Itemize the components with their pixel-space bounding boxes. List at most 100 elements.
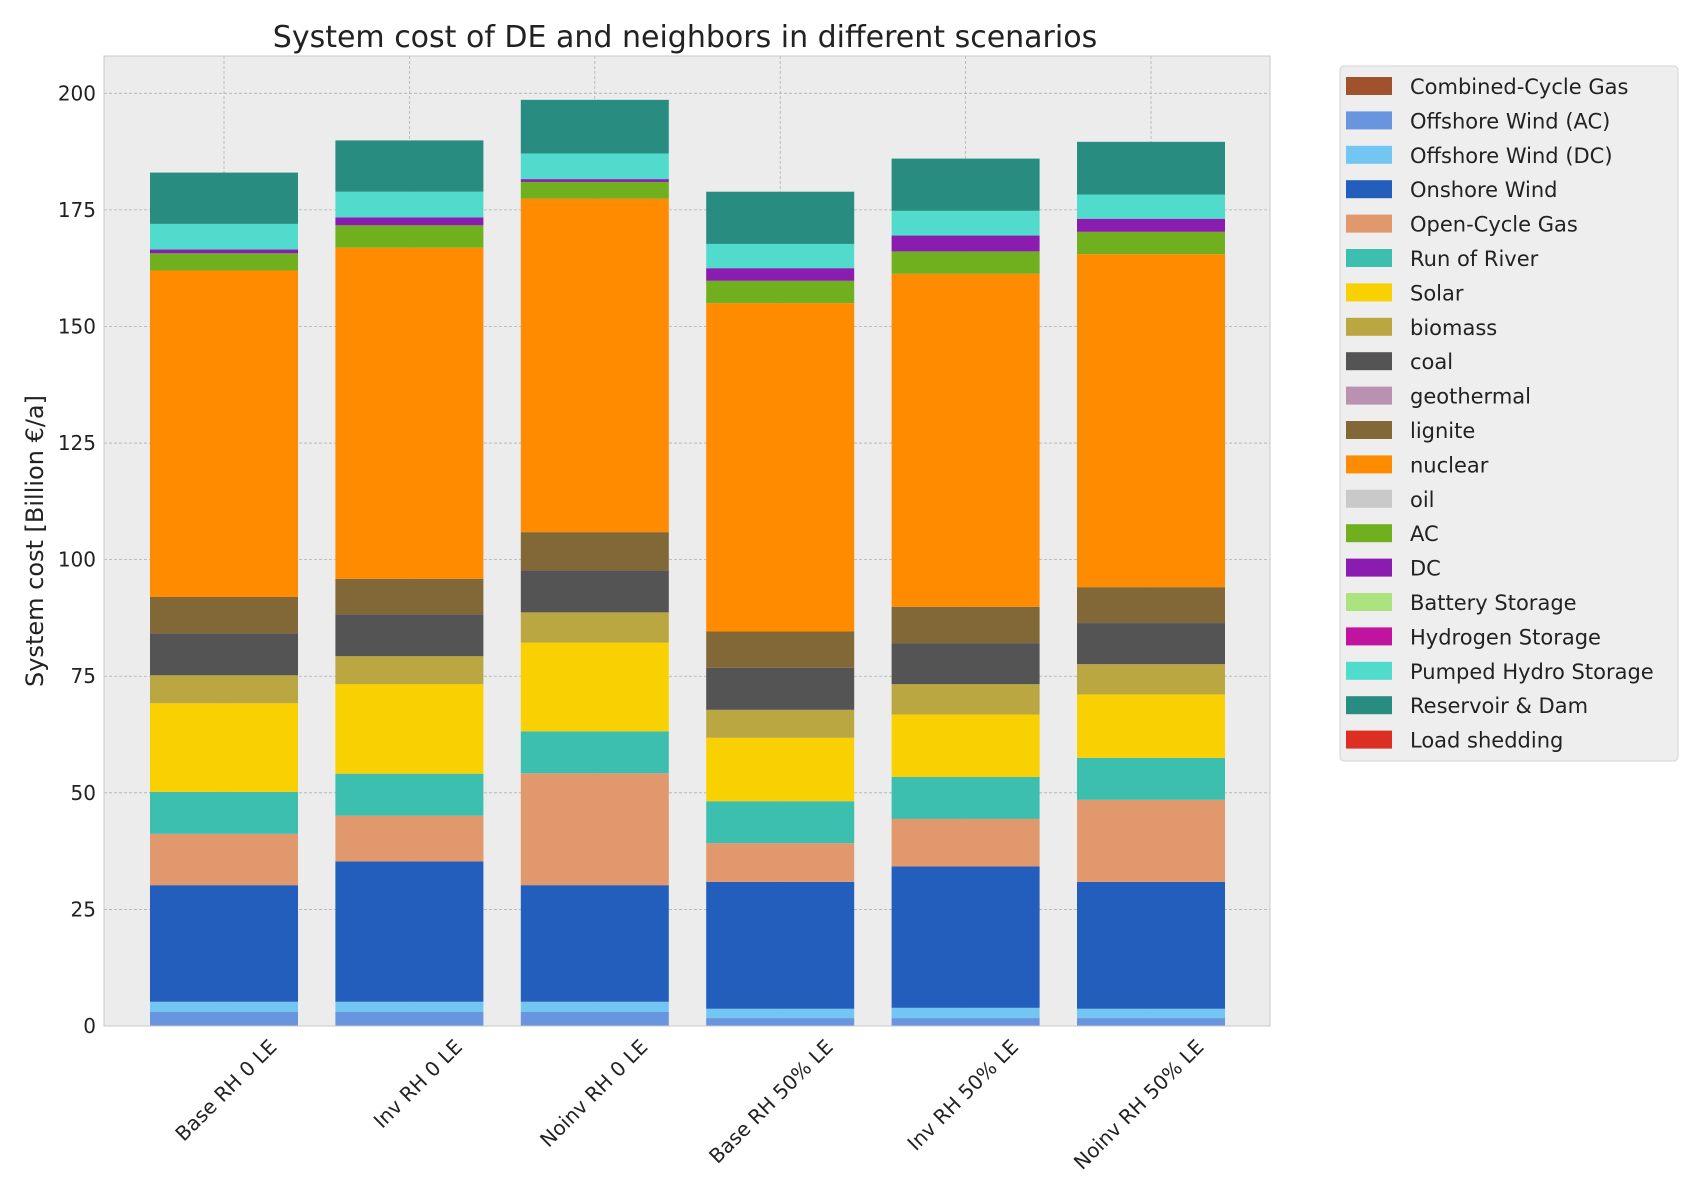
bar-segment: Open-Cycle Gas: 8.3 xyxy=(706,843,855,882)
x-axis-ticks: Base RH 0 LE Inv RH 0 LE Noinv RH 0 LE Base… xyxy=(170,1035,1208,1175)
bar-segment: Solar: 19 xyxy=(520,642,669,732)
bar-segment: Offshore Wind (AC): 1.7 xyxy=(1077,1018,1225,1026)
x-tick-label: Base RH 0 LE xyxy=(170,1035,281,1146)
bar-segment: DC: 0.6 xyxy=(520,179,669,182)
legend-swatch xyxy=(1346,352,1392,371)
x-tick-label: Noinv RH 0 LE xyxy=(535,1035,652,1152)
bar-segment: coal: 9 xyxy=(520,570,669,613)
legend-swatch xyxy=(1346,730,1392,749)
bar-segment: coal: 8.8 xyxy=(891,643,1040,685)
bar-segment: biomass: 6 xyxy=(150,675,298,704)
legend-label: Run of River xyxy=(1410,247,1539,271)
bar-segment: lignite: 7.8 xyxy=(150,596,298,634)
bar-segment: Open-Cycle Gas: 24 xyxy=(520,773,669,886)
legend-label: DC xyxy=(1410,557,1441,581)
bar-segment: coal: 9 xyxy=(335,614,484,657)
bar-segment: Open-Cycle Gas: 10.2 xyxy=(891,818,1040,867)
bar-segment: Offshore Wind (AC): 1.7 xyxy=(706,1018,855,1026)
bar-segment: lignite: 8.2 xyxy=(520,532,669,571)
bar-segment: Run of River: 9 xyxy=(335,773,484,816)
bar-segment: lignite: 7.7 xyxy=(1077,587,1225,624)
legend-swatch xyxy=(1346,111,1392,130)
legend-label: Offshore Wind (DC) xyxy=(1410,144,1613,168)
bar-segment: nuclear: 71.4 xyxy=(891,273,1040,607)
bar-segment: nuclear: 70 xyxy=(150,270,298,597)
plot-background xyxy=(104,56,1270,1026)
y-axis-label: System cost [Billion €/a] xyxy=(21,395,49,687)
legend-label: Offshore Wind (AC) xyxy=(1410,109,1610,133)
x-tick-label: Base RH 50% LE xyxy=(704,1035,838,1169)
bar-segment: Offshore Wind (DC): 2.2 xyxy=(891,1007,1040,1019)
bar-segment: Pumped Hydro Storage: 5.5 xyxy=(150,223,298,250)
bar-segment: lignite: 7.8 xyxy=(891,606,1040,644)
legend-swatch xyxy=(1346,455,1392,474)
bar-segment: Solar: 13.4 xyxy=(891,714,1040,777)
bar-segment: Reservoir & Dam: 11.2 xyxy=(891,158,1040,211)
bar-segment: Offshore Wind (AC): 3 xyxy=(150,1012,298,1026)
legend-label: Battery Storage xyxy=(1410,591,1577,615)
legend-label: Solar xyxy=(1410,281,1464,305)
y-tick-label: 100 xyxy=(58,548,96,572)
y-axis-ticks: 0 25 50 75 100 125 150 175 200 xyxy=(58,81,96,1038)
bar-segment: Offshore Wind (AC): 3 xyxy=(335,1012,484,1026)
legend-label: geothermal xyxy=(1410,385,1531,409)
bar-segment: Run of River: 9 xyxy=(706,801,855,844)
bar-segment: coal: 9 xyxy=(706,667,855,710)
bar-segment: Open-Cycle Gas: 17.6 xyxy=(1077,799,1225,882)
y-tick-label: 75 xyxy=(71,664,96,688)
legend-swatch xyxy=(1346,627,1392,646)
bar-segment: DC: 3.4 xyxy=(891,235,1040,252)
bar-segment: coal: 8.8 xyxy=(1077,623,1225,665)
bar-segment: lignite: 7.6 xyxy=(335,578,484,615)
y-tick-label: 50 xyxy=(71,781,96,805)
bar-segment: Reservoir & Dam: 11.5 xyxy=(520,99,669,154)
legend-swatch xyxy=(1346,661,1392,680)
bar-segment: DC: 2.7 xyxy=(706,268,855,281)
bar-segment: Pumped Hydro Storage: 5.5 xyxy=(520,153,669,180)
bar-segment: biomass: 6.5 xyxy=(891,684,1040,715)
bar-segment: biomass: 6.5 xyxy=(1077,664,1225,695)
bar-segment: nuclear: 71.4 xyxy=(1077,254,1225,588)
bar-segment: DC: 1.7 xyxy=(335,217,484,226)
legend-label: coal xyxy=(1410,350,1453,374)
legend-swatch xyxy=(1346,77,1392,95)
bar-segment: Solar: 19.2 xyxy=(335,684,484,774)
bar-segment: Run of River: 9 xyxy=(891,776,1040,819)
legend-label: oil xyxy=(1410,488,1435,512)
bar-segment: AC: 4.8 xyxy=(1077,231,1225,255)
bars: Offshore Wind (AC): 3Offshore Wind (DC):… xyxy=(150,99,1225,1026)
legend: Combined-Cycle Gas Offshore Wind (AC) Offs… xyxy=(1339,65,1679,762)
bar-segment: Reservoir & Dam: 11.2 xyxy=(706,191,855,244)
legend-swatch xyxy=(1346,317,1392,336)
bar-segment: Open-Cycle Gas: 11 xyxy=(150,833,298,886)
bar-segment: DC: 2.8 xyxy=(1077,218,1225,232)
bar-segment: Offshore Wind (DC): 2.2 xyxy=(335,1001,484,1013)
legend-swatch xyxy=(1346,421,1392,439)
bar-segment: Onshore Wind: 25 xyxy=(150,885,298,1002)
legend-label: Hydrogen Storage xyxy=(1410,625,1601,649)
chart-title: System cost of DE and neighbors in diffe… xyxy=(273,20,1097,55)
x-tick-label: Inv RH 0 LE xyxy=(369,1035,467,1133)
legend-swatch xyxy=(1346,145,1392,164)
legend-label: biomass xyxy=(1410,316,1497,340)
bar-segment: Pumped Hydro Storage: 5.5 xyxy=(335,191,484,218)
legend-label: AC xyxy=(1410,522,1439,546)
legend-label: Combined-Cycle Gas xyxy=(1410,75,1628,99)
bar-segment: Offshore Wind (AC): 1.7 xyxy=(891,1018,1040,1026)
bar-segment: biomass: 6.5 xyxy=(520,612,669,643)
y-tick-label: 125 xyxy=(58,431,96,455)
legend-swatch xyxy=(1346,386,1392,405)
bar-segment: AC: 3.6 xyxy=(520,181,669,199)
bar-segment: DC: 0.8 xyxy=(150,249,298,254)
bar-segment: Onshore Wind: 25 xyxy=(520,885,669,1002)
bar-segment: Open-Cycle Gas: 9.8 xyxy=(335,815,484,862)
y-tick-label: 175 xyxy=(58,198,96,222)
bar-segment: Onshore Wind: 30.1 xyxy=(335,861,484,1002)
bar-segment: nuclear: 70.4 xyxy=(706,303,855,632)
bar-segment: AC: 4.8 xyxy=(706,280,855,304)
bar-segment: biomass: 6 xyxy=(706,709,855,738)
bar-segment: Offshore Wind (DC): 2 xyxy=(706,1008,855,1019)
x-tick-label: Noinv RH 50% LE xyxy=(1069,1035,1209,1175)
legend-label: nuclear xyxy=(1410,453,1489,477)
legend-label: Load shedding xyxy=(1410,729,1563,753)
